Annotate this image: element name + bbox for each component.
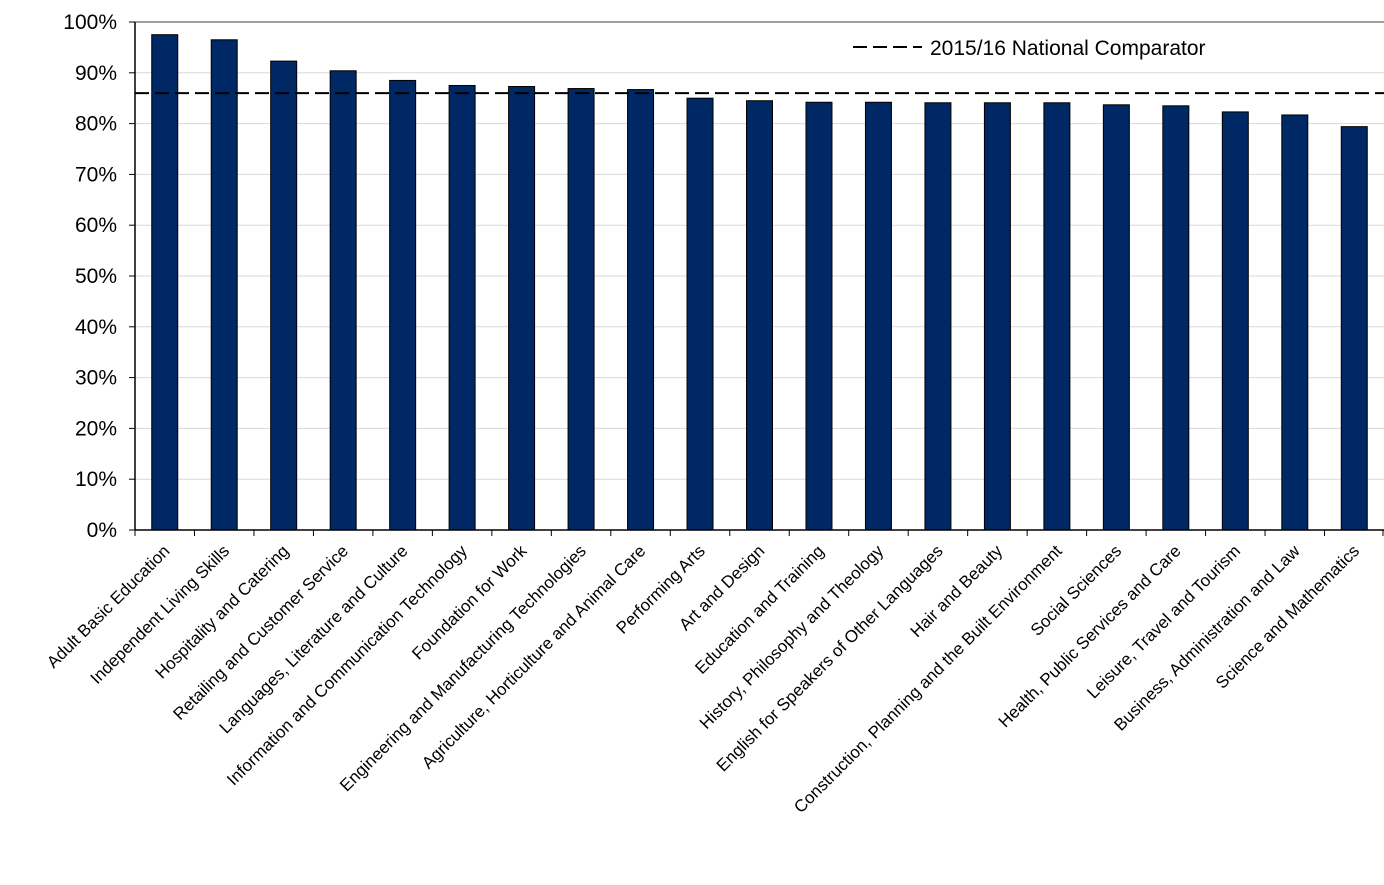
y-tick-label: 100% [63, 11, 117, 34]
bar [1162, 105, 1190, 531]
bar [1281, 114, 1309, 531]
bar [746, 100, 773, 531]
bar [567, 88, 595, 531]
bar [1221, 111, 1249, 531]
bar [270, 60, 298, 531]
y-tick-label: 80% [75, 113, 117, 136]
bar [1340, 126, 1368, 531]
bar [448, 85, 476, 531]
y-tick-label: 30% [75, 367, 117, 390]
y-tick-label: 60% [75, 214, 117, 237]
x-tick-label: English for Speakers of Other Languages [713, 541, 947, 775]
y-tick-label: 70% [75, 163, 117, 186]
bar [1043, 102, 1071, 531]
bar [686, 97, 714, 531]
y-tick-label: 50% [75, 265, 117, 288]
bar [627, 89, 655, 531]
y-tick-label: 10% [75, 468, 117, 491]
bar [151, 34, 179, 531]
x-tick-label: Agriculture, Horticulture and Animal Car… [418, 541, 649, 772]
bar [1102, 104, 1130, 531]
bar [508, 86, 536, 531]
y-tick-label: 40% [75, 316, 117, 339]
bar [329, 70, 357, 531]
bar [805, 101, 833, 531]
y-tick-label: 20% [75, 417, 117, 440]
bar [924, 102, 952, 531]
y-tick-labels: 0% 10% 20% 30% 40% 50% 60% 70% 80% 90% 100% [63, 11, 117, 542]
legend: 2015/16 National Comparator [853, 37, 1206, 60]
axes [129, 21, 1384, 536]
bar [864, 101, 892, 531]
legend-label: 2015/16 National Comparator [930, 37, 1206, 60]
y-tick-label: 0% [87, 519, 117, 542]
bar [210, 39, 238, 531]
bar [983, 102, 1011, 531]
bar [389, 79, 417, 531]
bars [151, 34, 1368, 531]
x-tick-label: Foundation for Work [408, 541, 530, 663]
y-tick-label: 90% [75, 62, 117, 85]
